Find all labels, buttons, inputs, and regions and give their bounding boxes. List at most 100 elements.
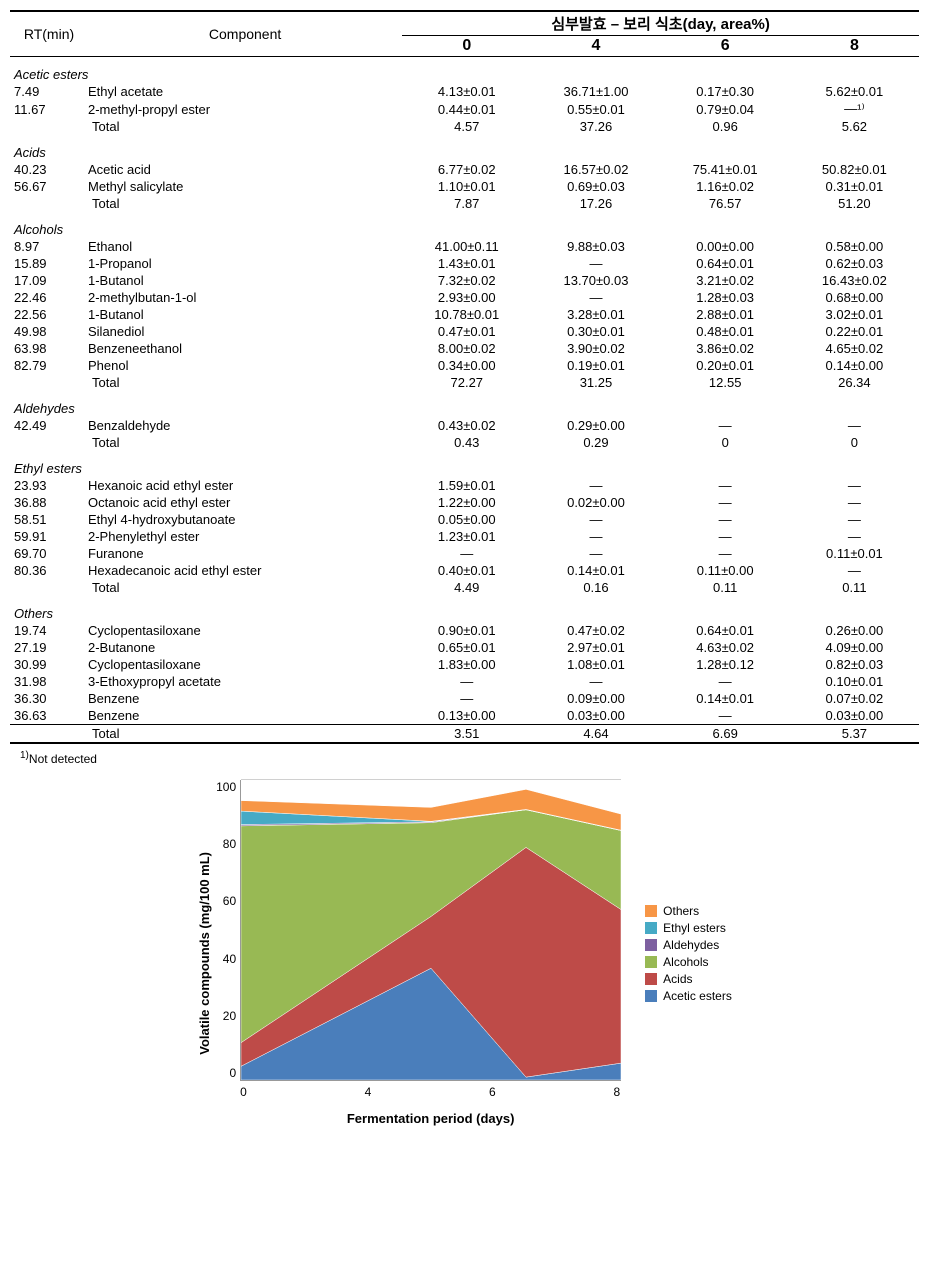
total-cell: 4.49 [402, 579, 531, 596]
value-cell: 0.62±0.03 [790, 255, 919, 272]
value-cell: — [661, 545, 790, 562]
legend-swatch [645, 922, 657, 934]
value-cell: 0.55±0.01 [531, 100, 660, 118]
value-cell: 1.28±0.12 [661, 656, 790, 673]
component-cell: 1-Propanol [88, 255, 402, 272]
value-cell: — [661, 477, 790, 494]
value-cell: — [531, 511, 660, 528]
value-cell: 3.86±0.02 [661, 340, 790, 357]
value-cell: 36.71±1.00 [531, 83, 660, 100]
component-cell: Ethanol [88, 238, 402, 255]
value-cell: 0.47±0.01 [402, 323, 531, 340]
rt-cell: 22.46 [10, 289, 88, 306]
value-cell: 75.41±0.01 [661, 161, 790, 178]
value-cell: — [790, 528, 919, 545]
value-cell: 2.88±0.01 [661, 306, 790, 323]
total-cell: 0.11 [661, 579, 790, 596]
component-cell: Furanone [88, 545, 402, 562]
rt-cell: 23.93 [10, 477, 88, 494]
value-cell: 0.11±0.00 [661, 562, 790, 579]
total-cell: 4.57 [402, 118, 531, 135]
value-cell: 1.83±0.00 [402, 656, 531, 673]
value-cell: 10.78±0.01 [402, 306, 531, 323]
rt-cell: 27.19 [10, 639, 88, 656]
rt-cell: 22.56 [10, 306, 88, 323]
rt-cell: 15.89 [10, 255, 88, 272]
rt-cell: 69.70 [10, 545, 88, 562]
legend-item: Acids [645, 972, 732, 986]
value-cell: 0.14±0.01 [531, 562, 660, 579]
value-cell: 0.31±0.01 [790, 178, 919, 195]
component-cell: Octanoic acid ethyl ester [88, 494, 402, 511]
legend-swatch [645, 990, 657, 1002]
value-cell: — [661, 528, 790, 545]
total-cell: 5.37 [790, 725, 919, 744]
component-cell: Methyl salicylate [88, 178, 402, 195]
value-cell: 7.32±0.02 [402, 272, 531, 289]
day-col-6: 6 [661, 36, 790, 57]
value-cell: 3.28±0.01 [531, 306, 660, 323]
total-cell: 51.20 [790, 195, 919, 212]
total-label: Total [88, 434, 402, 451]
value-cell: — [661, 707, 790, 725]
value-cell: 0.64±0.01 [661, 622, 790, 639]
data-table: RT(min) Component 심부발효 – 보리 식초(day, area… [10, 10, 919, 744]
y-axis-ticks: 100806040200 [216, 780, 240, 1080]
day-col-0: 0 [402, 36, 531, 57]
value-cell: 0.34±0.00 [402, 357, 531, 374]
total-label: Total [88, 579, 402, 596]
chart-svg [241, 780, 621, 1080]
value-cell: 3.90±0.02 [531, 340, 660, 357]
total-cell: 72.27 [402, 374, 531, 391]
rt-cell: 58.51 [10, 511, 88, 528]
value-cell: 0.05±0.00 [402, 511, 531, 528]
legend-item: Alcohols [645, 955, 732, 969]
legend-label: Alcohols [663, 955, 708, 969]
legend-swatch [645, 973, 657, 985]
rt-cell: 36.88 [10, 494, 88, 511]
value-cell: — [531, 477, 660, 494]
component-cell: 2-Butanone [88, 639, 402, 656]
value-cell: 1.43±0.01 [402, 255, 531, 272]
rt-cell: 63.98 [10, 340, 88, 357]
value-cell: — [531, 528, 660, 545]
value-cell: 1.10±0.01 [402, 178, 531, 195]
legend-item: Others [645, 904, 732, 918]
value-cell: — [531, 673, 660, 690]
value-cell: — [790, 417, 919, 434]
value-cell: — [790, 494, 919, 511]
rt-cell: 8.97 [10, 238, 88, 255]
value-cell: 0.40±0.01 [402, 562, 531, 579]
value-cell: 0.17±0.30 [661, 83, 790, 100]
value-cell: — [661, 673, 790, 690]
rt-cell: 82.79 [10, 357, 88, 374]
rt-cell: 49.98 [10, 323, 88, 340]
total-cell: 17.26 [531, 195, 660, 212]
value-cell: 0.47±0.02 [531, 622, 660, 639]
value-cell: 0.13±0.00 [402, 707, 531, 725]
value-cell: 0.14±0.00 [790, 357, 919, 374]
component-cell: Hexadecanoic acid ethyl ester [88, 562, 402, 579]
value-cell: 0.07±0.02 [790, 690, 919, 707]
total-cell: 7.87 [402, 195, 531, 212]
value-cell: 8.00±0.02 [402, 340, 531, 357]
value-cell: — [531, 545, 660, 562]
value-cell: 0.65±0.01 [402, 639, 531, 656]
value-cell: 2.97±0.01 [531, 639, 660, 656]
rt-cell: 19.74 [10, 622, 88, 639]
rt-cell: 42.49 [10, 417, 88, 434]
value-cell: 0.48±0.01 [661, 323, 790, 340]
value-cell: 0.30±0.01 [531, 323, 660, 340]
value-cell: 1.28±0.03 [661, 289, 790, 306]
rt-cell: 56.67 [10, 178, 88, 195]
legend-label: Others [663, 904, 699, 918]
component-cell: Cyclopentasiloxane [88, 622, 402, 639]
value-cell: 4.13±0.01 [402, 83, 531, 100]
rt-cell: 31.98 [10, 673, 88, 690]
section-acetic-esters: Acetic esters [10, 57, 919, 84]
total-label: Total [88, 725, 402, 744]
value-cell: 0.26±0.00 [790, 622, 919, 639]
legend-item: Aldehydes [645, 938, 732, 952]
rt-cell: 7.49 [10, 83, 88, 100]
value-cell: 0.44±0.01 [402, 100, 531, 118]
